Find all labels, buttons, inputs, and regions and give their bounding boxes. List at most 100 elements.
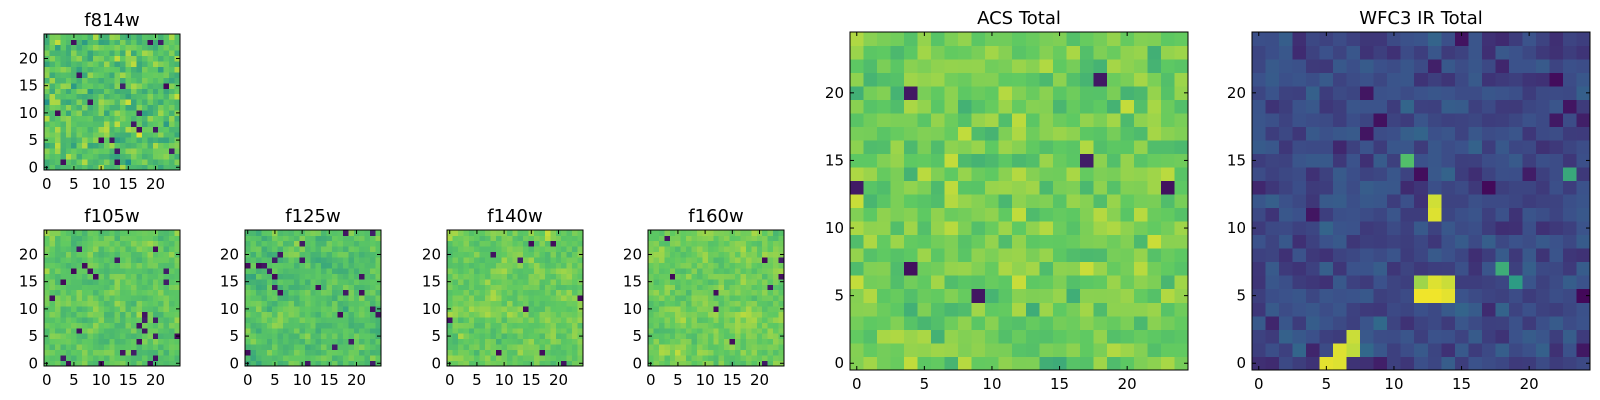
heatmap-cell xyxy=(506,262,513,269)
heatmap-cell xyxy=(1522,342,1537,357)
heatmap-cell xyxy=(65,153,72,160)
heatmap-cell xyxy=(158,257,165,263)
heatmap-cell xyxy=(299,333,306,340)
heatmap-cell xyxy=(1508,45,1523,60)
heatmap-cell xyxy=(125,349,132,356)
heatmap-cell xyxy=(174,61,181,67)
heatmap-cell xyxy=(315,246,322,253)
heatmap-cell xyxy=(863,45,878,60)
heatmap-cell xyxy=(169,284,175,291)
heatmap-cell xyxy=(169,77,175,84)
heatmap-cell xyxy=(1481,356,1496,371)
heatmap-cell xyxy=(718,317,725,323)
heatmap-cell xyxy=(1414,113,1429,127)
heatmap-cell xyxy=(555,355,562,361)
heatmap-cell xyxy=(1441,261,1456,276)
heatmap-cell xyxy=(735,344,741,351)
heatmap-cell xyxy=(751,284,758,291)
heatmap-cell xyxy=(1549,167,1564,182)
heatmap-cell xyxy=(98,240,105,247)
heatmap-cell xyxy=(506,327,513,334)
heatmap-cell xyxy=(152,72,159,78)
heatmap-cell xyxy=(523,355,529,361)
heatmap-cell xyxy=(1292,207,1307,222)
heatmap-cell xyxy=(1508,356,1523,371)
heatmap-cell xyxy=(103,284,110,291)
heatmap-cell xyxy=(544,230,551,236)
heatmap-cell xyxy=(1333,126,1347,141)
heatmap-cell xyxy=(577,240,584,247)
heatmap-cell xyxy=(60,137,67,144)
heatmap-cell xyxy=(92,115,99,122)
heatmap-cell xyxy=(555,251,562,258)
y-tick-label: 10 xyxy=(623,300,642,318)
heatmap-cell xyxy=(1373,86,1388,100)
heatmap-cell xyxy=(1120,207,1135,222)
heatmap-cell xyxy=(904,356,918,371)
heatmap-cell xyxy=(65,34,72,40)
heatmap-cell xyxy=(1481,329,1496,344)
heatmap-cell xyxy=(125,142,132,149)
heatmap-cell xyxy=(321,317,327,323)
heatmap-cell xyxy=(767,317,774,323)
heatmap-cell xyxy=(1495,342,1510,357)
heatmap-cell xyxy=(707,246,714,253)
heatmap-cell xyxy=(131,349,137,356)
heatmap-cell xyxy=(125,322,132,329)
heatmap-cell xyxy=(277,284,284,291)
heatmap-cell xyxy=(550,257,557,263)
heatmap-cell xyxy=(1052,167,1067,182)
heatmap-cell xyxy=(1039,59,1054,73)
heatmap-cell xyxy=(147,93,154,100)
heatmap-cell xyxy=(474,278,480,285)
heatmap-cell xyxy=(877,86,891,100)
heatmap-cell xyxy=(71,77,77,84)
heatmap-cell xyxy=(735,278,741,285)
heatmap-cell xyxy=(174,121,181,127)
heatmap-cell xyxy=(1306,45,1320,60)
heatmap-cell xyxy=(60,322,67,329)
heatmap-cell xyxy=(98,355,105,361)
heatmap-cell xyxy=(1079,99,1094,114)
heatmap-cell xyxy=(76,317,83,323)
heatmap-cell xyxy=(958,207,973,222)
heatmap-cell xyxy=(778,355,785,361)
heatmap-cell xyxy=(985,167,1000,182)
heatmap-cell xyxy=(1174,126,1189,141)
heatmap-cell xyxy=(136,82,143,89)
heatmap-cell xyxy=(931,32,945,46)
heatmap-cell xyxy=(152,50,159,57)
heatmap-cell xyxy=(463,360,470,367)
y-tick-label: 15 xyxy=(19,77,38,95)
heatmap-cell xyxy=(109,295,116,302)
heatmap-cell xyxy=(353,262,360,269)
heatmap-cell xyxy=(49,273,56,280)
heatmap-cell xyxy=(359,327,366,334)
heatmap-cell xyxy=(1333,356,1347,371)
heatmap-cell xyxy=(65,246,72,253)
heatmap-cell xyxy=(944,207,959,222)
heatmap-cell xyxy=(163,115,170,122)
heatmap-cell xyxy=(92,88,99,95)
heatmap-cell xyxy=(1265,32,1280,46)
heatmap-cell xyxy=(1120,59,1135,73)
heatmap-cell xyxy=(566,246,573,253)
heatmap-cell xyxy=(740,306,747,312)
heatmap-cell xyxy=(92,333,99,340)
heatmap-cell xyxy=(1373,59,1388,73)
heatmap-cell xyxy=(1093,86,1108,100)
x-tick-label: 20 xyxy=(1118,375,1137,393)
heatmap-cell xyxy=(364,273,371,280)
heatmap-cell xyxy=(87,66,94,73)
heatmap-cell xyxy=(131,268,137,274)
heatmap-cell xyxy=(76,61,83,67)
heatmap-cell xyxy=(696,257,703,263)
heatmap-cell xyxy=(1079,315,1094,330)
heatmap-cell xyxy=(370,349,376,356)
heatmap-cell xyxy=(550,284,557,291)
heatmap-cell xyxy=(152,88,159,95)
heatmap-cell xyxy=(131,300,137,307)
heatmap-cell xyxy=(1508,234,1523,249)
heatmap-cell xyxy=(517,344,524,351)
heatmap-cell xyxy=(169,344,175,351)
